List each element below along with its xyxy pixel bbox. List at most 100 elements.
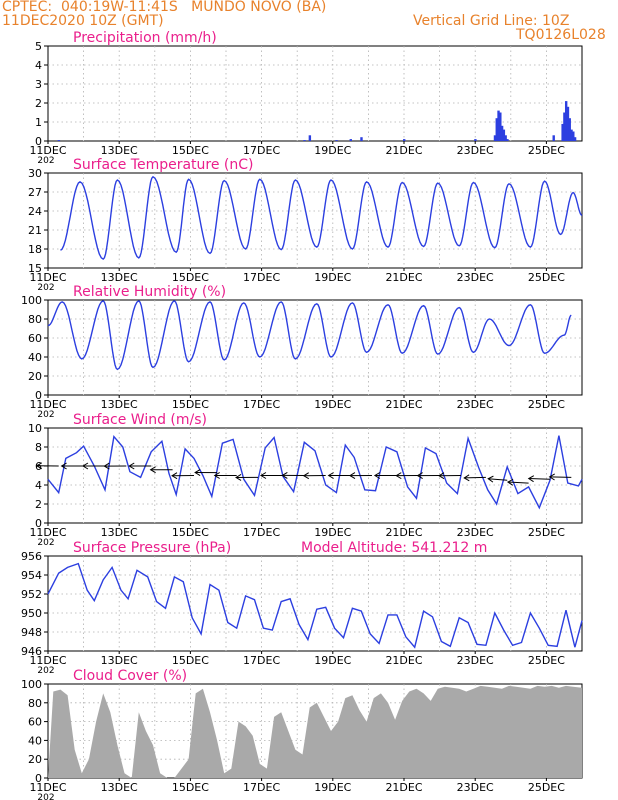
y-tick-label: 1 (35, 116, 42, 129)
y-tick-label: 40 (28, 734, 42, 747)
x-tick-label: 11DEC (29, 398, 66, 411)
precip-bar (573, 137, 577, 141)
x-tick-label: 11DEC (29, 654, 66, 667)
x-tick-label: 13DEC (101, 526, 138, 539)
precip-bar (403, 139, 406, 141)
x-tick-label: 11DEC (29, 271, 66, 284)
x-tick-label: 21DEC (385, 526, 422, 539)
plot-frame (47, 45, 583, 142)
header-run-date: 11DEC2020 10Z (GMT) (2, 13, 164, 29)
y-tick-label: 954 (21, 569, 42, 582)
y-tick-label: 21 (28, 224, 42, 237)
wind-arrow-head (35, 462, 43, 470)
precip-bar (493, 135, 497, 141)
precip-bar (561, 123, 564, 141)
x-tick-label: 17DEC (243, 654, 280, 667)
precip-bar (504, 135, 507, 141)
x-tick-label: 19DEC (314, 781, 351, 794)
x-tick-label: 13DEC (101, 781, 138, 794)
header-model-code: TQ0126L028 (516, 27, 606, 43)
x-tick-label: 23DEC (457, 526, 494, 539)
wind-arrow-head (103, 462, 110, 470)
y-tick-label: 0 (35, 517, 42, 530)
x-tick-label: 15DEC (172, 526, 209, 539)
x-tick-label: 21DEC (385, 781, 422, 794)
x-tick-label: 25DEC (528, 398, 565, 411)
x-tick-label: 23DEC (457, 781, 494, 794)
x-tick-label: 25DEC (528, 271, 565, 284)
precip-bar (552, 135, 555, 141)
panel-0 (44, 45, 583, 144)
x-tick-label: 19DEC (314, 398, 351, 411)
precip-bar (568, 118, 571, 141)
x-tick-label: 17DEC (243, 144, 280, 157)
precip-bar (572, 131, 575, 141)
precip-bar (502, 129, 506, 141)
x-year-label: 202 (37, 410, 54, 420)
wind-arrow-head (395, 472, 402, 480)
x-tick-label: 15DEC (172, 781, 209, 794)
wind-arrow-head (194, 469, 201, 476)
cloud-cover-area (48, 685, 582, 778)
wind-arrow-head (373, 472, 381, 479)
wind-arrow-head (302, 472, 310, 480)
x-tick-label: 19DEC (314, 654, 351, 667)
panel-4 (44, 555, 583, 654)
y-tick-label: 100 (21, 294, 42, 307)
y-tick-label: 6 (35, 460, 42, 473)
plot-frame (47, 427, 583, 524)
wind-arrow-head (171, 472, 178, 480)
header-location: CPTEC: 040:19W-11:41S MUNDO NOVO (BA) (2, 0, 327, 15)
x-tick-label: 23DEC (457, 271, 494, 284)
y-tick-label: 80 (28, 313, 42, 326)
y-tick-label: 4 (35, 59, 42, 72)
y-tick-label: 8 (35, 441, 42, 454)
series-line (47, 435, 583, 510)
wind-arrow-head (527, 475, 535, 483)
y-tick-label: 948 (21, 626, 42, 639)
x-tick-label: 19DEC (314, 526, 351, 539)
precip-bar (303, 140, 306, 141)
header-grid-line: Vertical Grid Line: 10Z (413, 13, 570, 29)
series-line (47, 299, 572, 371)
x-tick-label: 15DEC (172, 398, 209, 411)
panel-1 (44, 172, 583, 271)
x-tick-label: 23DEC (457, 144, 494, 157)
x-tick-label: 15DEC (172, 144, 209, 157)
y-tick-label: 24 (28, 205, 42, 218)
x-year-label: 202 (37, 156, 54, 166)
y-tick-label: 956 (21, 550, 42, 563)
x-tick-label: 19DEC (314, 271, 351, 284)
x-year-label: 202 (37, 538, 54, 548)
x-tick-label: 17DEC (243, 526, 280, 539)
y-tick-label: 15 (28, 262, 42, 275)
wind-arrow-head (149, 466, 156, 474)
y-tick-label: 952 (21, 588, 42, 601)
x-tick-label: 25DEC (528, 654, 565, 667)
x-tick-label: 17DEC (243, 398, 280, 411)
precip-bar (564, 101, 568, 141)
wind-arrow-head (327, 472, 334, 479)
x-tick-label: 13DEC (101, 271, 138, 284)
precip-bar (497, 110, 500, 141)
series-line (60, 175, 583, 261)
panel-title: Relative Humidity (%) (73, 284, 226, 300)
wind-arrow-head (438, 472, 445, 480)
panel-2 (44, 299, 583, 398)
x-tick-label: 23DEC (457, 398, 494, 411)
wind-arrow-shaft (549, 476, 572, 478)
panel-title: Cloud Cover (%) (73, 668, 187, 684)
x-tick-label: 15DEC (172, 654, 209, 667)
y-tick-label: 0 (35, 389, 42, 402)
plot-frame (47, 172, 583, 269)
wind-arrow-head (235, 474, 242, 481)
y-tick-label: 946 (21, 645, 42, 658)
x-tick-label: 19DEC (314, 144, 351, 157)
x-tick-label: 25DEC (528, 526, 565, 539)
precip-bar (500, 125, 504, 141)
model-altitude-label: Model Altitude: 541.212 m (301, 540, 487, 556)
precip-bar (563, 112, 566, 141)
x-year-label: 202 (37, 666, 54, 676)
x-tick-label: 13DEC (101, 654, 138, 667)
